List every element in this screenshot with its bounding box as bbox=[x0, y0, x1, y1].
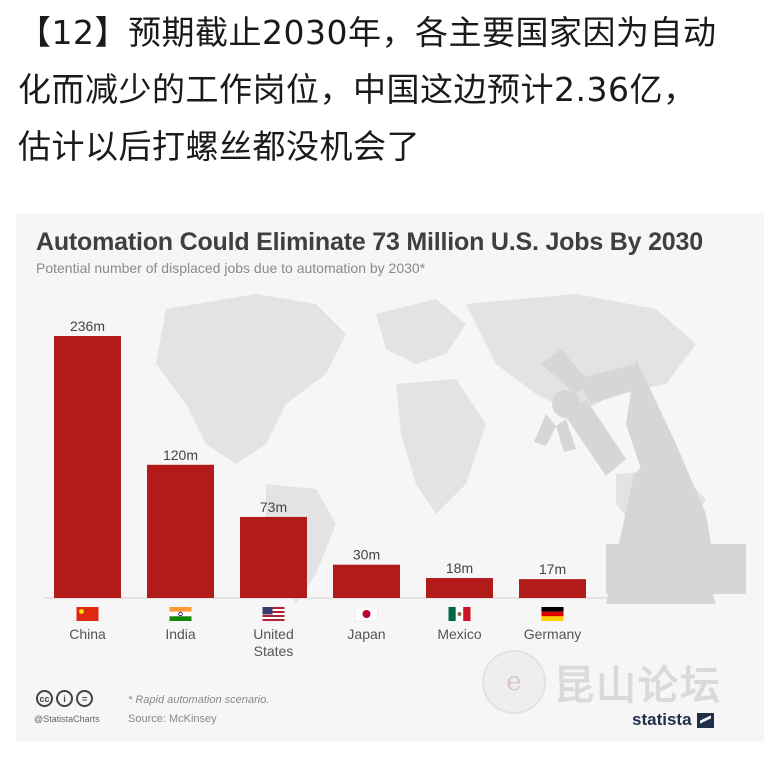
flag-mexico-icon bbox=[448, 607, 471, 621]
tick-label: Germany bbox=[524, 626, 582, 642]
source-credit: Source: McKinsey bbox=[128, 713, 217, 725]
flag-japan-icon bbox=[355, 606, 378, 622]
chart-card: Automation Could Eliminate 73 Million U.… bbox=[16, 214, 764, 742]
license-icons: cc i = bbox=[36, 690, 93, 707]
bar-germany bbox=[519, 579, 586, 598]
flag-india-icon bbox=[169, 607, 192, 621]
data-label: 120m bbox=[163, 447, 198, 463]
bar-chart: 236m 120m 73m 30m 18m 17m China India United Sta… bbox=[44, 294, 746, 659]
data-label: 17m bbox=[539, 561, 566, 577]
statista-handle: @StatistaCharts bbox=[34, 714, 100, 724]
bar-china bbox=[54, 336, 121, 598]
footnote: * Rapid automation scenario. bbox=[128, 694, 270, 706]
bar-mexico bbox=[426, 578, 493, 598]
flag-germany-icon bbox=[541, 607, 564, 621]
post-line: 化而减少的工作岗位，中国这边预计2.36亿， bbox=[18, 70, 697, 109]
statista-wordmark: statista bbox=[632, 710, 692, 729]
post-line: 【12】预期截止2030年，各主要国家因为自动 bbox=[18, 13, 717, 52]
forum-logo-icon: e bbox=[482, 650, 546, 714]
flag-usa-icon bbox=[262, 607, 285, 621]
data-label: 236m bbox=[70, 318, 105, 334]
cc-icon: cc bbox=[36, 690, 53, 707]
chart-subtitle: Potential number of displaced jobs due t… bbox=[36, 260, 426, 276]
data-label: 18m bbox=[446, 560, 473, 576]
post-text: 【12】预期截止2030年，各主要国家因为自动 化而减少的工作岗位，中国这边预计… bbox=[18, 4, 768, 175]
tick-label: Mexico bbox=[437, 626, 482, 642]
watermark: e 昆山论坛 bbox=[482, 650, 722, 714]
post-line: 估计以后打螺丝都没机会了 bbox=[18, 127, 420, 166]
tick-label: China bbox=[69, 626, 106, 642]
chart-title: Automation Could Eliminate 73 Million U.… bbox=[36, 228, 703, 256]
no-derivatives-icon: = bbox=[76, 690, 93, 707]
tick-label: United States bbox=[253, 626, 293, 659]
data-label: 30m bbox=[353, 547, 380, 563]
tick-label: Japan bbox=[347, 626, 385, 642]
tick-label: India bbox=[165, 626, 196, 642]
bar-united-states bbox=[240, 516, 307, 598]
robot-arm-graphic bbox=[534, 349, 746, 604]
statista-mark-icon bbox=[696, 712, 714, 728]
watermark-text: 昆山论坛 bbox=[554, 663, 722, 709]
attribution-icon: i bbox=[56, 690, 73, 707]
bar-japan bbox=[333, 564, 400, 598]
bar-india bbox=[147, 464, 214, 598]
data-label: 73m bbox=[260, 499, 287, 515]
statista-logo: statista bbox=[632, 710, 714, 730]
flag-china-icon bbox=[76, 607, 99, 621]
